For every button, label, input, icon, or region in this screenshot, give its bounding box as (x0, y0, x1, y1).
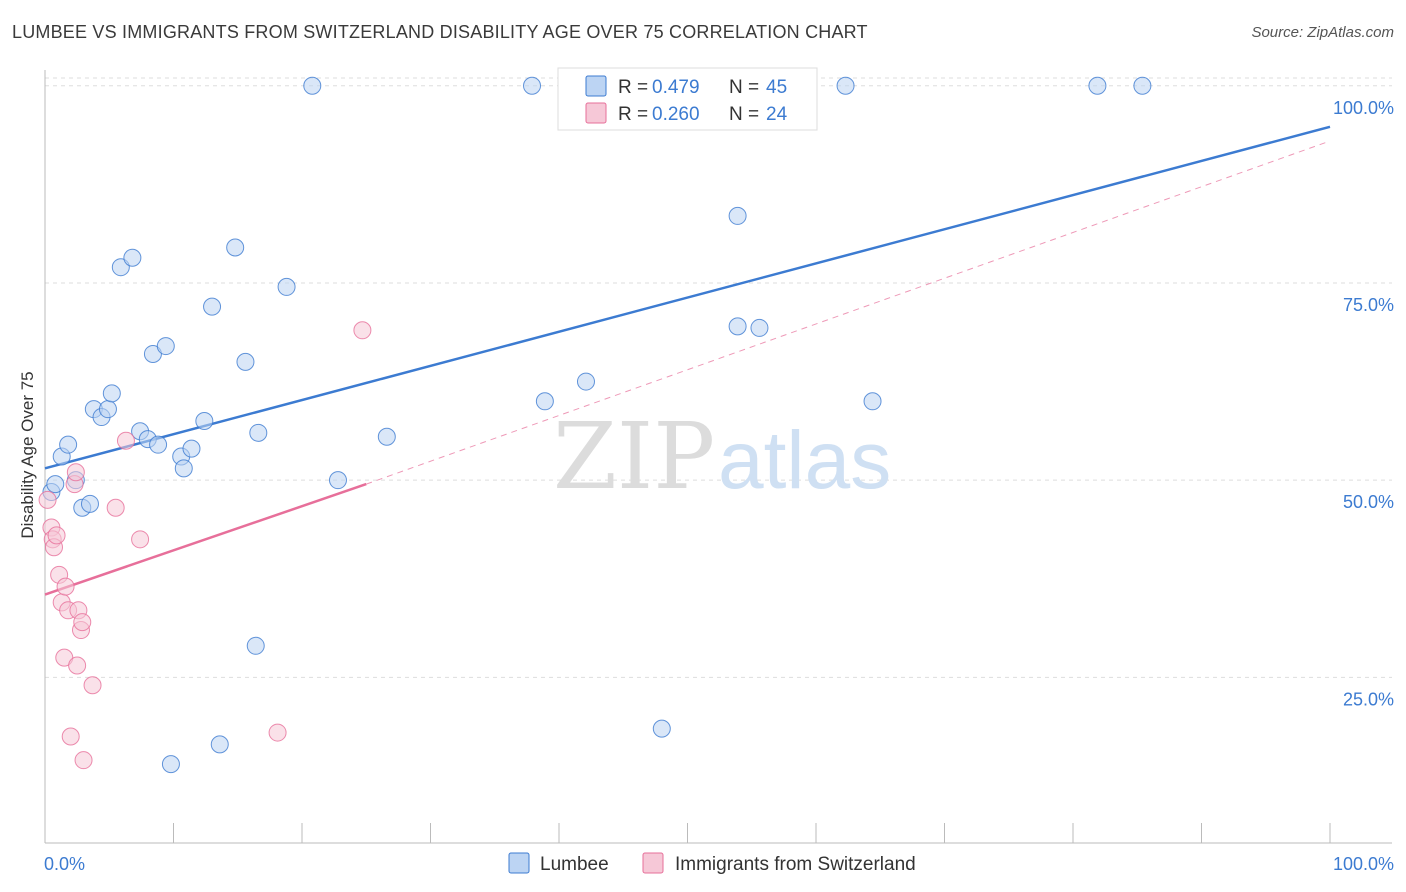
y-tick-label: 50.0% (1343, 492, 1394, 512)
y-tick-labels: 25.0% 50.0% 75.0% 100.0% (1333, 98, 1394, 710)
point-lumbee-32 (377, 427, 396, 446)
point-lumbee-9 (98, 400, 117, 419)
point-lumbee-36 (652, 719, 671, 738)
point-switzerland-12 (66, 463, 85, 482)
point-lumbee-25 (226, 238, 245, 257)
point-lumbee-17 (156, 337, 175, 356)
y-tick-label: 75.0% (1343, 295, 1394, 315)
series-legend-swatch-lumbee (508, 852, 530, 874)
point-lumbee-31 (328, 471, 347, 490)
legend-swatch-switzerland (585, 102, 607, 124)
point-switzerland-17 (74, 751, 93, 770)
legend-n-label-1: N = (729, 77, 759, 98)
point-switzerland-23 (353, 321, 372, 340)
point-lumbee-30 (303, 76, 322, 95)
point-lumbee-23 (203, 297, 222, 316)
point-lumbee-29 (277, 277, 296, 296)
point-lumbee-41 (863, 392, 882, 411)
point-switzerland-21 (131, 530, 150, 549)
series-legend-label-lumbee: Lumbee (540, 854, 609, 875)
point-switzerland-13 (68, 656, 87, 675)
point-switzerland-22 (268, 723, 287, 742)
legend-r-value-1: 0.479 (652, 77, 700, 98)
point-lumbee-39 (750, 318, 769, 337)
legend-r-value-2: 0.260 (652, 104, 700, 125)
point-switzerland-4 (47, 526, 66, 545)
y-tick-label: 100.0% (1333, 98, 1394, 118)
point-lumbee-33 (523, 76, 542, 95)
point-lumbee-16 (149, 435, 168, 454)
chart-title: LUMBEE VS IMMIGRANTS FROM SWITZERLAND DI… (12, 22, 868, 42)
watermark-zip: ZIP (553, 403, 715, 510)
point-lumbee-22 (195, 412, 214, 431)
point-lumbee-15 (143, 344, 162, 363)
data-points (38, 76, 1152, 774)
legend-swatch-lumbee (585, 75, 607, 97)
point-lumbee-37 (728, 206, 747, 225)
point-lumbee-10 (102, 384, 121, 403)
point-lumbee-40 (836, 76, 855, 95)
y-tick-label: 25.0% (1343, 689, 1394, 709)
series-legend-label-switzerland: Immigrants from Switzerland (675, 854, 916, 875)
point-switzerland-18 (83, 676, 102, 695)
x-tick-label-right: 100.0% (1333, 854, 1394, 874)
axes (44, 70, 1392, 844)
point-lumbee-6 (80, 494, 99, 513)
point-lumbee-43 (1133, 76, 1152, 95)
trend-line-0 (44, 125, 1331, 470)
point-lumbee-38 (728, 317, 747, 336)
legend-r-label-1: R = (618, 77, 648, 98)
point-switzerland-20 (116, 431, 135, 450)
legend-n-label-2: N = (729, 104, 759, 125)
series-legend-swatch-switzerland (642, 852, 664, 874)
point-switzerland-7 (56, 577, 75, 596)
point-lumbee-26 (236, 352, 255, 371)
chart-source: Source: ZipAtlas.com (1251, 24, 1394, 41)
trend-extension-1 (366, 140, 1331, 485)
trend-lines (44, 125, 1331, 596)
point-lumbee-28 (249, 423, 268, 442)
point-lumbee-12 (123, 248, 142, 267)
point-switzerland-19 (106, 498, 125, 517)
point-lumbee-42 (1088, 76, 1107, 95)
legend-r-label-2: R = (618, 104, 648, 125)
trend-line-1 (44, 482, 367, 596)
point-switzerland-10 (61, 727, 80, 746)
point-lumbee-35 (576, 372, 595, 391)
x-tick-label-left: 0.0% (44, 854, 85, 874)
y-axis-label: Disability Age Over 75 (18, 371, 37, 538)
point-lumbee-21 (182, 439, 201, 458)
point-lumbee-34 (535, 392, 554, 411)
legend-n-value-1: 45 (766, 77, 787, 98)
series-legend: Lumbee Immigrants from Switzerland (508, 852, 916, 875)
point-switzerland-0 (38, 490, 57, 509)
point-lumbee-24 (210, 735, 229, 754)
point-lumbee-27 (246, 636, 265, 655)
point-switzerland-9 (55, 648, 74, 667)
stats-legend: R = 0.479 N = 45 R = 0.260 N = 24 (557, 67, 818, 131)
legend-n-value-2: 24 (766, 104, 788, 125)
watermark-atlas: atlas (718, 415, 891, 506)
point-lumbee-20 (174, 459, 193, 478)
gridlines (45, 77, 1392, 678)
point-lumbee-3 (59, 435, 78, 454)
point-lumbee-1 (46, 475, 65, 494)
point-switzerland-16 (73, 613, 92, 632)
point-lumbee-18 (161, 755, 180, 774)
